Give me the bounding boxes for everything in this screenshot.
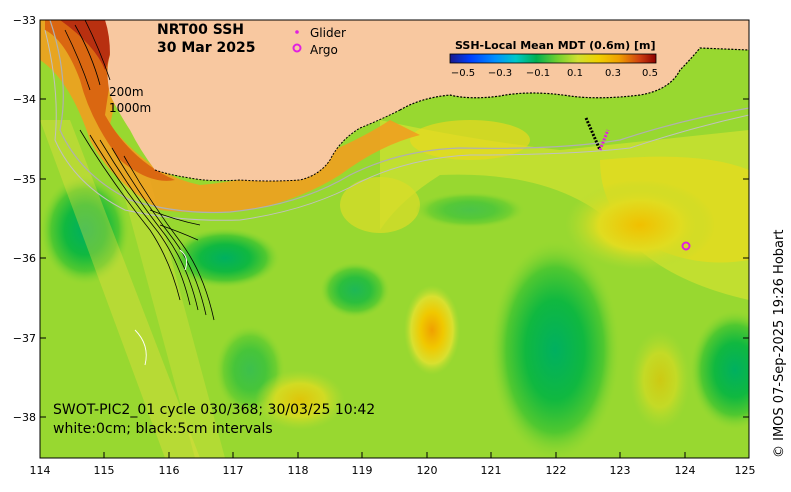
y-tick-label: −35 xyxy=(13,173,36,186)
y-tick-label: −34 xyxy=(13,93,36,106)
map-date: 30 Mar 2025 xyxy=(157,40,255,56)
depth-label-1000m: 1000m xyxy=(109,101,151,115)
depth-label-200m: 200m xyxy=(109,85,144,99)
contour-caption: white:0cm; black:5cm intervals xyxy=(53,421,273,437)
x-tick-label: 121 xyxy=(481,464,502,477)
y-tick-label: −38 xyxy=(13,411,36,424)
plot-area xyxy=(40,20,749,458)
colorbar-tick-label: 0.5 xyxy=(642,68,658,79)
x-tick-label: 124 xyxy=(675,464,696,477)
glider-legend-label: Glider xyxy=(310,26,346,40)
colorbar-tick-label: 0.3 xyxy=(605,68,621,79)
x-tick-label: 120 xyxy=(417,464,438,477)
x-axis: 114 115 116 117 118 119 120 121 122 123 … xyxy=(30,452,756,477)
colorbar-tick-label: 0.1 xyxy=(567,68,583,79)
swot-caption: SWOT-PIC2_01 cycle 030/368; 30/03/25 10:… xyxy=(53,402,375,418)
glider-legend-marker xyxy=(295,30,299,34)
colorbar-tick-label: −0.5 xyxy=(451,68,475,79)
x-tick-label: 122 xyxy=(546,464,567,477)
ssh-contours xyxy=(64,20,215,321)
plot-frame xyxy=(39,19,750,459)
x-tick-label: 115 xyxy=(94,464,115,477)
y-tick-label: −36 xyxy=(13,252,36,265)
glider-track xyxy=(584,117,610,151)
x-tick-label: 119 xyxy=(352,464,373,477)
x-tick-label: 125 xyxy=(735,464,756,477)
argo-legend-label: Argo xyxy=(310,43,338,57)
argo-legend-marker xyxy=(292,43,302,53)
x-tick-label: 114 xyxy=(30,464,51,477)
x-tick-label: 116 xyxy=(159,464,180,477)
y-tick-label: −33 xyxy=(13,14,36,27)
colorbar: SSH-Local Mean MDT (0.6m) [m] −0.5 −0.3 … xyxy=(449,39,658,79)
y-axis: −33 −34 −35 −36 −37 −38 xyxy=(13,14,749,424)
colorbar-tick-label: −0.1 xyxy=(526,68,550,79)
argo-float-marker xyxy=(681,241,691,251)
colorbar-gradient xyxy=(449,53,657,64)
colorbar-tick-label: −0.3 xyxy=(488,68,512,79)
x-tick-label: 118 xyxy=(288,464,309,477)
y-tick-label: −37 xyxy=(13,332,36,345)
colorbar-title: SSH-Local Mean MDT (0.6m) [m] xyxy=(455,39,655,52)
x-tick-label: 123 xyxy=(610,464,631,477)
map-title: NRT00 SSH xyxy=(157,22,244,38)
x-tick-label: 117 xyxy=(223,464,244,477)
credit-text: © IMOS 07-Sep-2025 19:26 Hobart xyxy=(772,230,787,458)
